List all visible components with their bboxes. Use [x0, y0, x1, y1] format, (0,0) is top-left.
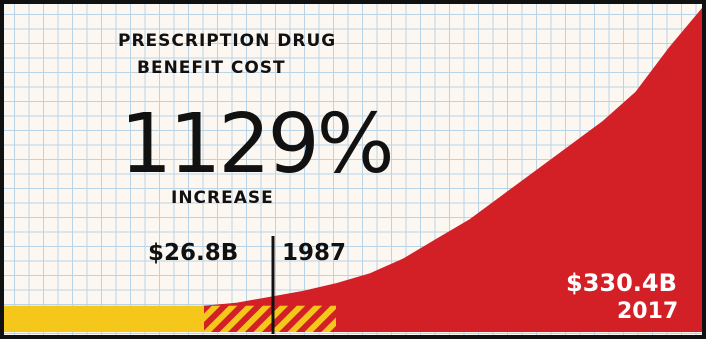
end-year-label: 2017: [617, 299, 678, 324]
heading-line-2: BENEFIT COST: [137, 58, 286, 78]
start-year-label: 1987: [282, 240, 346, 266]
end-value-label: $330.4B: [566, 269, 677, 297]
increase-percent: 1129%: [120, 97, 392, 192]
area-series: [204, 8, 702, 332]
baseline-bar: [4, 305, 204, 332]
hatched-start-segment: [204, 305, 336, 332]
start-value-label: $26.8B: [148, 240, 238, 266]
increase-label: INCREASE: [171, 188, 274, 208]
area-layer: [4, 8, 702, 332]
heading-line-1: PRESCRIPTION DRUG: [118, 31, 336, 51]
